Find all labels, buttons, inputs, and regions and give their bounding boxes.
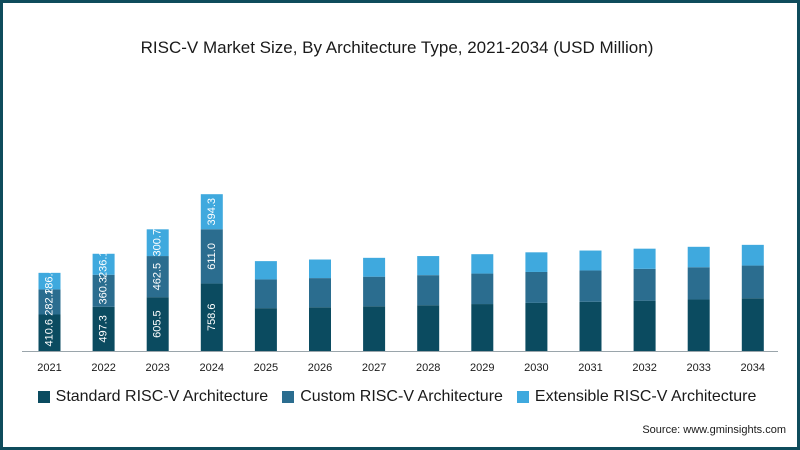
bar-segment-extensible-2028 [417, 256, 440, 276]
data-label-2021-0: 410.6 [44, 319, 56, 347]
x-tick-label-2022: 2022 [91, 362, 115, 374]
bar-segment-extensible-2032 [633, 248, 656, 269]
bar-segment-custom-2024 [200, 229, 223, 284]
legend-swatch-standard [37, 391, 50, 403]
bar-segment-standard-2030 [525, 302, 548, 351]
bar-segment-standard-2031 [579, 301, 602, 351]
bar-segment-custom-2025 [254, 279, 277, 309]
bar-segment-extensible-2021 [38, 272, 61, 290]
bar-segment-custom-2030 [525, 271, 548, 303]
data-label-2021-2: 186.4 [44, 267, 56, 295]
bar-segment-custom-2031 [579, 270, 602, 302]
bar-segment-custom-2023 [146, 256, 169, 298]
bar-segment-custom-2021 [38, 289, 61, 315]
x-tick-label-2028: 2028 [416, 362, 440, 374]
bar-segment-custom-2026 [309, 278, 331, 308]
data-label-2024-1: 611.0 [206, 243, 218, 270]
data-label-2024-2: 394.3 [206, 198, 218, 226]
data-label-2022-1: 360.3 [98, 277, 110, 305]
bar-segment-extensible-2025 [254, 261, 277, 280]
data-label-2023-2: 300.7 [152, 229, 164, 257]
bar-segment-extensible-2023 [146, 229, 169, 257]
bar-segment-custom-2034 [741, 265, 764, 299]
legend-label-extensible: Extensible RISC-V Architecture [534, 388, 757, 405]
x-tick-label-2031: 2031 [578, 362, 602, 374]
x-tick-label-2033: 2033 [686, 362, 710, 374]
chart-title: RISC-V Market Size, By Architecture Type… [140, 38, 654, 57]
data-label-2022-2: 236.1 [98, 250, 110, 278]
bar-segment-standard-2022 [92, 306, 115, 351]
x-tick-label-2034: 2034 [741, 362, 765, 374]
legend-label-standard: Standard RISC-V Architecture [55, 388, 269, 405]
x-tick-label-2032: 2032 [632, 362, 656, 374]
legend-item-standard: Standard RISC-V Architecture [37, 388, 269, 406]
legend: Standard RISC-V Architecture Custom RISC… [0, 388, 794, 406]
bar-segment-extensible-2024 [200, 194, 223, 230]
bar-segment-extensible-2034 [741, 244, 764, 266]
data-label-2023-0: 605.5 [152, 310, 164, 338]
bar-segment-standard-2034 [741, 298, 764, 351]
bar-segment-standard-2029 [471, 304, 494, 351]
data-label-2024-0: 758.6 [206, 304, 218, 332]
legend-swatch-custom [282, 391, 295, 403]
bar-segment-extensible-2027 [363, 257, 386, 277]
bar-segment-standard-2026 [309, 307, 331, 351]
legend-item-extensible: Extensible RISC-V Architecture [516, 388, 757, 406]
bar-segment-extensible-2031 [579, 250, 602, 271]
x-tick-label-2024: 2024 [200, 362, 224, 374]
data-label-2021-1: 282.2 [44, 288, 56, 316]
bar-segment-standard-2024 [200, 283, 223, 351]
x-tick-label-2025: 2025 [254, 362, 278, 374]
bar-segment-custom-2029 [471, 273, 494, 305]
data-label-2022-0: 497.3 [98, 315, 110, 343]
source-note: Source: www.gminsights.com [642, 424, 786, 436]
x-tick-label-2027: 2027 [362, 362, 386, 374]
bar-segment-extensible-2022 [92, 253, 115, 275]
bar-segment-extensible-2030 [525, 252, 548, 272]
bar-segment-extensible-2033 [687, 246, 710, 268]
bar-segment-custom-2033 [687, 267, 710, 300]
bar-segment-extensible-2026 [309, 259, 331, 279]
legend-item-custom: Custom RISC-V Architecture [282, 388, 503, 406]
x-tick-label-2023: 2023 [145, 362, 169, 374]
bar-segment-extensible-2029 [471, 254, 494, 274]
x-tick-label-2021: 2021 [37, 362, 61, 374]
x-tick-label-2030: 2030 [524, 362, 548, 374]
bar-segment-custom-2027 [363, 276, 386, 307]
bar-segment-custom-2028 [417, 275, 440, 306]
bar-segment-standard-2027 [363, 306, 386, 351]
bar-segment-standard-2025 [254, 308, 277, 351]
bar-segment-standard-2023 [146, 297, 169, 351]
x-tick-label-2029: 2029 [470, 362, 494, 374]
x-tick-label-2026: 2026 [308, 362, 332, 374]
bar-segment-custom-2022 [92, 274, 115, 307]
bar-segment-custom-2032 [633, 268, 656, 301]
bar-segment-standard-2032 [633, 300, 656, 351]
legend-swatch-extensible [516, 391, 529, 403]
bar-segment-standard-2021 [38, 314, 61, 351]
data-label-2023-1: 462.5 [152, 263, 164, 291]
legend-label-custom: Custom RISC-V Architecture [300, 388, 503, 405]
bar-segment-standard-2028 [417, 305, 440, 351]
bar-segment-standard-2033 [687, 299, 710, 351]
